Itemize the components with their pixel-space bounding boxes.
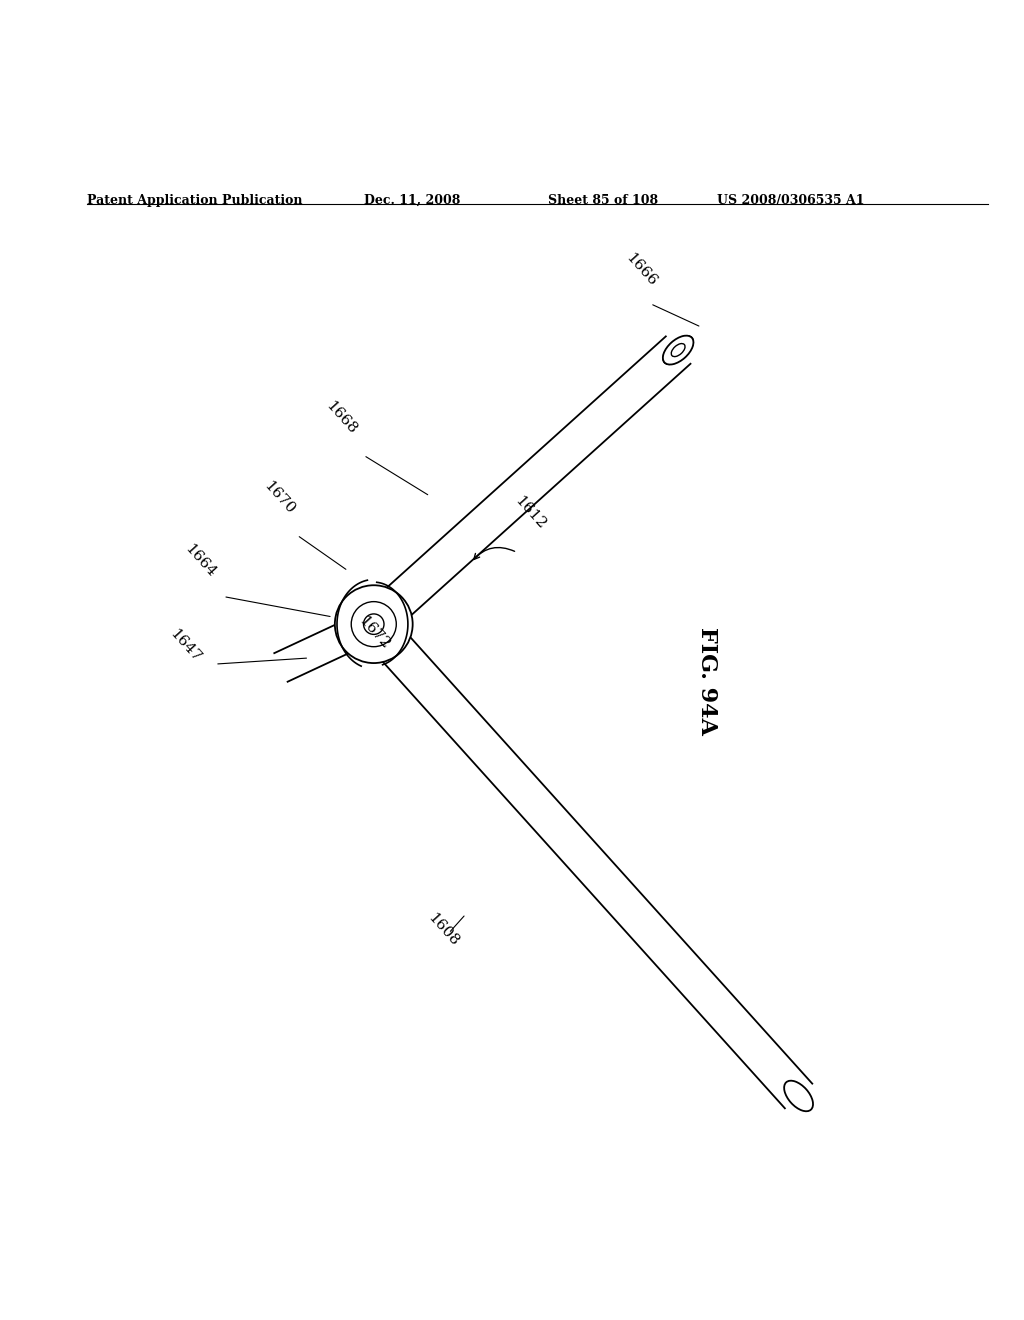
Ellipse shape [663, 335, 693, 364]
Ellipse shape [664, 337, 693, 364]
Ellipse shape [784, 1081, 813, 1111]
Text: Patent Application Publication: Patent Application Publication [87, 194, 302, 207]
Text: 1647: 1647 [167, 627, 204, 665]
Text: 1608: 1608 [425, 911, 462, 949]
Circle shape [351, 602, 396, 647]
Text: 1672: 1672 [356, 614, 393, 652]
Text: 1612: 1612 [512, 494, 549, 532]
Text: 1666: 1666 [623, 251, 659, 289]
Text: 1664: 1664 [182, 541, 219, 579]
Polygon shape [274, 610, 381, 681]
Text: US 2008/0306535 A1: US 2008/0306535 A1 [717, 194, 864, 207]
Ellipse shape [672, 343, 685, 356]
Polygon shape [361, 337, 690, 638]
Polygon shape [360, 612, 812, 1109]
Text: 1668: 1668 [323, 399, 359, 437]
Circle shape [364, 614, 384, 635]
Text: 1670: 1670 [261, 478, 298, 516]
Text: Sheet 85 of 108: Sheet 85 of 108 [548, 194, 658, 207]
Text: Dec. 11, 2008: Dec. 11, 2008 [364, 194, 460, 207]
Text: FIG. 94A: FIG. 94A [696, 627, 718, 734]
Circle shape [335, 585, 413, 663]
